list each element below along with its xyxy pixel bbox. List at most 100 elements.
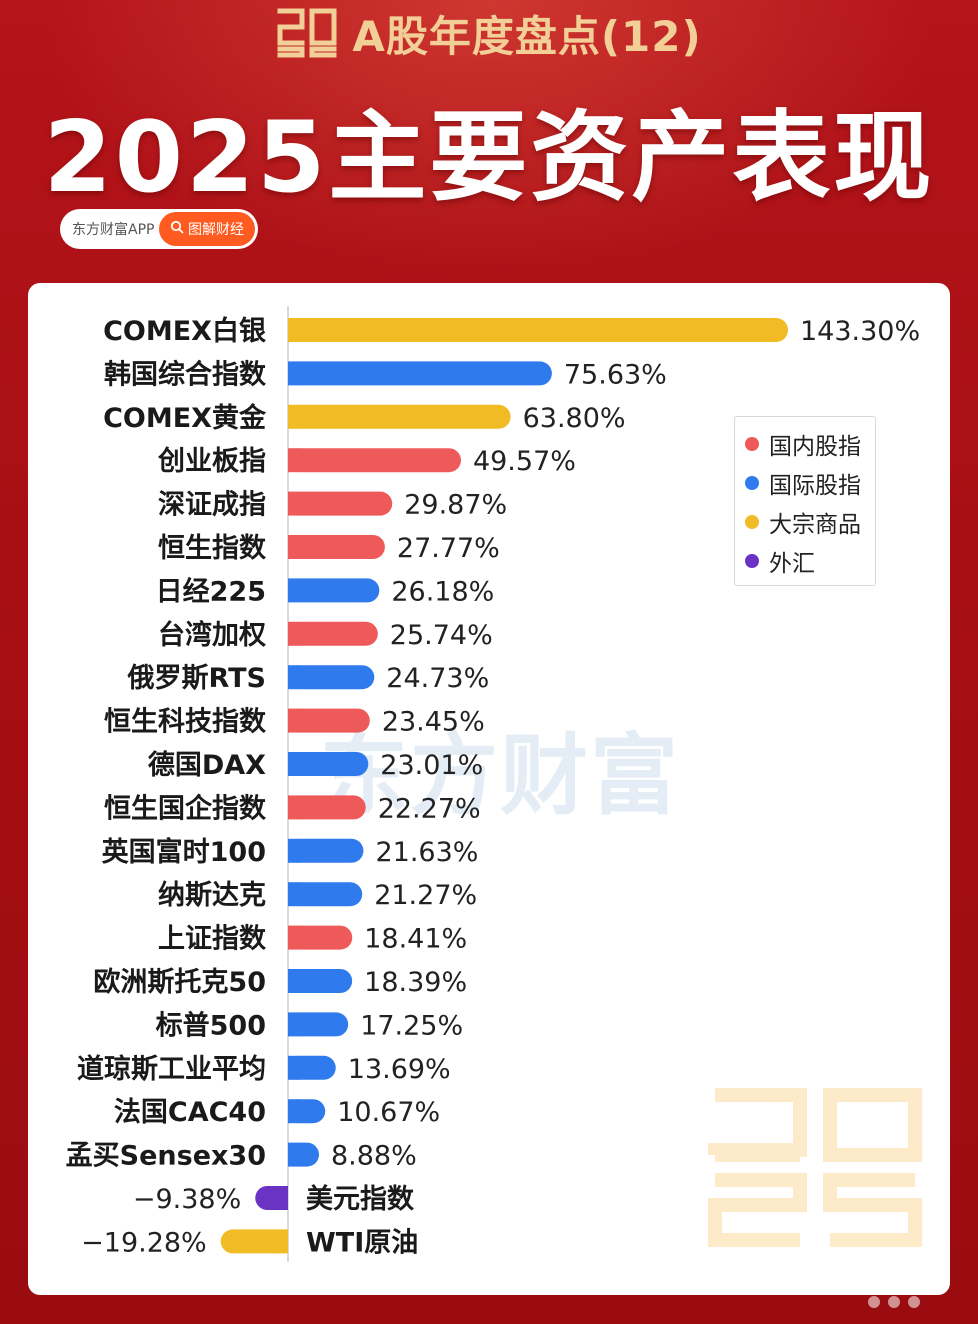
bar-base <box>288 361 300 386</box>
bar-base <box>288 925 300 950</box>
bar-base <box>288 1055 300 1080</box>
value-label: 23.45% <box>382 707 485 738</box>
value-label: 49.57% <box>473 446 576 477</box>
bar-base <box>288 752 300 776</box>
bar <box>288 708 370 733</box>
category-label: 标普500 <box>156 1009 266 1041</box>
category-label: 俄罗斯RTS <box>127 663 266 694</box>
page-title: 2025主要资产表现 <box>43 101 935 215</box>
source-tag-button[interactable]: 图解财经 <box>159 212 255 246</box>
category-label: COMEX白银 <box>103 315 266 347</box>
source-app-name: 东方财富APP <box>72 222 155 238</box>
value-label: 25.74% <box>390 620 493 651</box>
bar-base <box>288 578 300 603</box>
value-label: 63.80% <box>523 403 626 434</box>
bar <box>288 535 385 559</box>
legend-label-commodity: 大宗商品 <box>769 512 861 538</box>
value-label: 21.27% <box>374 880 477 911</box>
value-label: 29.87% <box>404 490 507 521</box>
source-badge[interactable]: 东方财富APP 图解财经 <box>60 209 258 249</box>
bar-base <box>288 795 300 820</box>
bar <box>288 795 366 820</box>
bar-base <box>288 1099 300 1124</box>
category-label: 英国富时100 <box>102 836 266 868</box>
bar <box>288 752 369 776</box>
value-label: 10.67% <box>337 1097 440 1128</box>
page-dot <box>888 1296 900 1308</box>
bar <box>288 838 364 863</box>
bar-base <box>276 1229 288 1254</box>
category-label: 孟买Sensex30 <box>66 1141 266 1172</box>
bar-base <box>276 1186 288 1210</box>
value-label: −19.28% <box>81 1227 207 1258</box>
value-label: 17.25% <box>360 1010 463 1041</box>
bar <box>288 578 380 603</box>
bar-base <box>288 404 300 429</box>
bar <box>288 404 511 429</box>
bar-base <box>288 969 300 993</box>
bar <box>288 925 353 950</box>
bar <box>288 448 461 473</box>
category-label: 韩国综合指数 <box>104 358 267 390</box>
category-label: 纳斯达克 <box>158 879 266 911</box>
page-dot <box>908 1296 920 1308</box>
bar <box>220 1229 288 1254</box>
category-label: 道琼斯工业平均 <box>77 1053 266 1085</box>
header-glow <box>0 0 978 300</box>
category-label: WTI原油 <box>306 1227 418 1258</box>
value-label: 21.63% <box>375 837 478 868</box>
legend-item-international: 国际股指 <box>745 468 861 499</box>
category-label: 恒生科技指数 <box>104 707 267 738</box>
page-dot <box>868 1296 880 1308</box>
category-label: COMEX黄金 <box>103 402 267 434</box>
value-label: 13.69% <box>348 1054 451 1085</box>
bar-base <box>288 665 300 690</box>
source-tag-label: 图解财经 <box>188 222 244 238</box>
bar <box>288 969 353 993</box>
legend-item-fx: 外汇 <box>745 546 815 577</box>
value-label: 27.77% <box>397 533 500 564</box>
bar <box>288 882 363 907</box>
legend-item-domestic: 国内股指 <box>745 429 861 460</box>
category-label: 恒生指数 <box>158 533 267 564</box>
legend-item-commodity: 大宗商品 <box>745 507 861 538</box>
value-label: 18.41% <box>364 924 467 955</box>
bar-base <box>288 448 300 473</box>
bar <box>288 621 378 646</box>
category-label: 美元指数 <box>306 1183 415 1215</box>
value-label: 26.18% <box>391 576 494 607</box>
legend-dot-domestic <box>745 437 759 451</box>
watermark-2025-icon <box>708 1088 922 1247</box>
category-label: 上证指数 <box>158 924 267 955</box>
series-title: A股年度盘点(12) <box>352 11 702 61</box>
legend-dot-fx <box>745 554 759 568</box>
bar-base <box>288 535 300 559</box>
bar-base <box>288 318 300 342</box>
bar-base <box>288 708 300 733</box>
logo-2025-icon <box>276 5 340 61</box>
category-label: 台湾加权 <box>158 619 266 651</box>
bar <box>288 665 375 690</box>
page-indicator <box>720 1296 920 1310</box>
watermark: 东方财富 <box>320 724 681 827</box>
bar <box>288 1012 349 1037</box>
category-label: 创业板指 <box>157 446 266 477</box>
category-label: 日经225 <box>156 575 266 607</box>
bar-base <box>288 1142 300 1167</box>
bar <box>288 318 788 342</box>
bar-base <box>288 838 300 863</box>
legend-label-international: 国际股指 <box>769 473 861 499</box>
bar-base <box>288 621 300 646</box>
bar-base <box>288 882 300 907</box>
value-label: 18.39% <box>364 967 467 998</box>
legend-label-domestic: 国内股指 <box>769 434 861 460</box>
search-icon <box>170 220 184 238</box>
value-label: 75.63% <box>564 359 667 390</box>
bar <box>288 491 393 516</box>
value-label: 23.01% <box>380 750 483 781</box>
chart-legend: 国内股指 国际股指 大宗商品 外汇 <box>734 416 876 586</box>
legend-dot-commodity <box>745 515 759 529</box>
value-label: 24.73% <box>386 663 489 694</box>
category-label: 法国CAC40 <box>114 1097 266 1128</box>
